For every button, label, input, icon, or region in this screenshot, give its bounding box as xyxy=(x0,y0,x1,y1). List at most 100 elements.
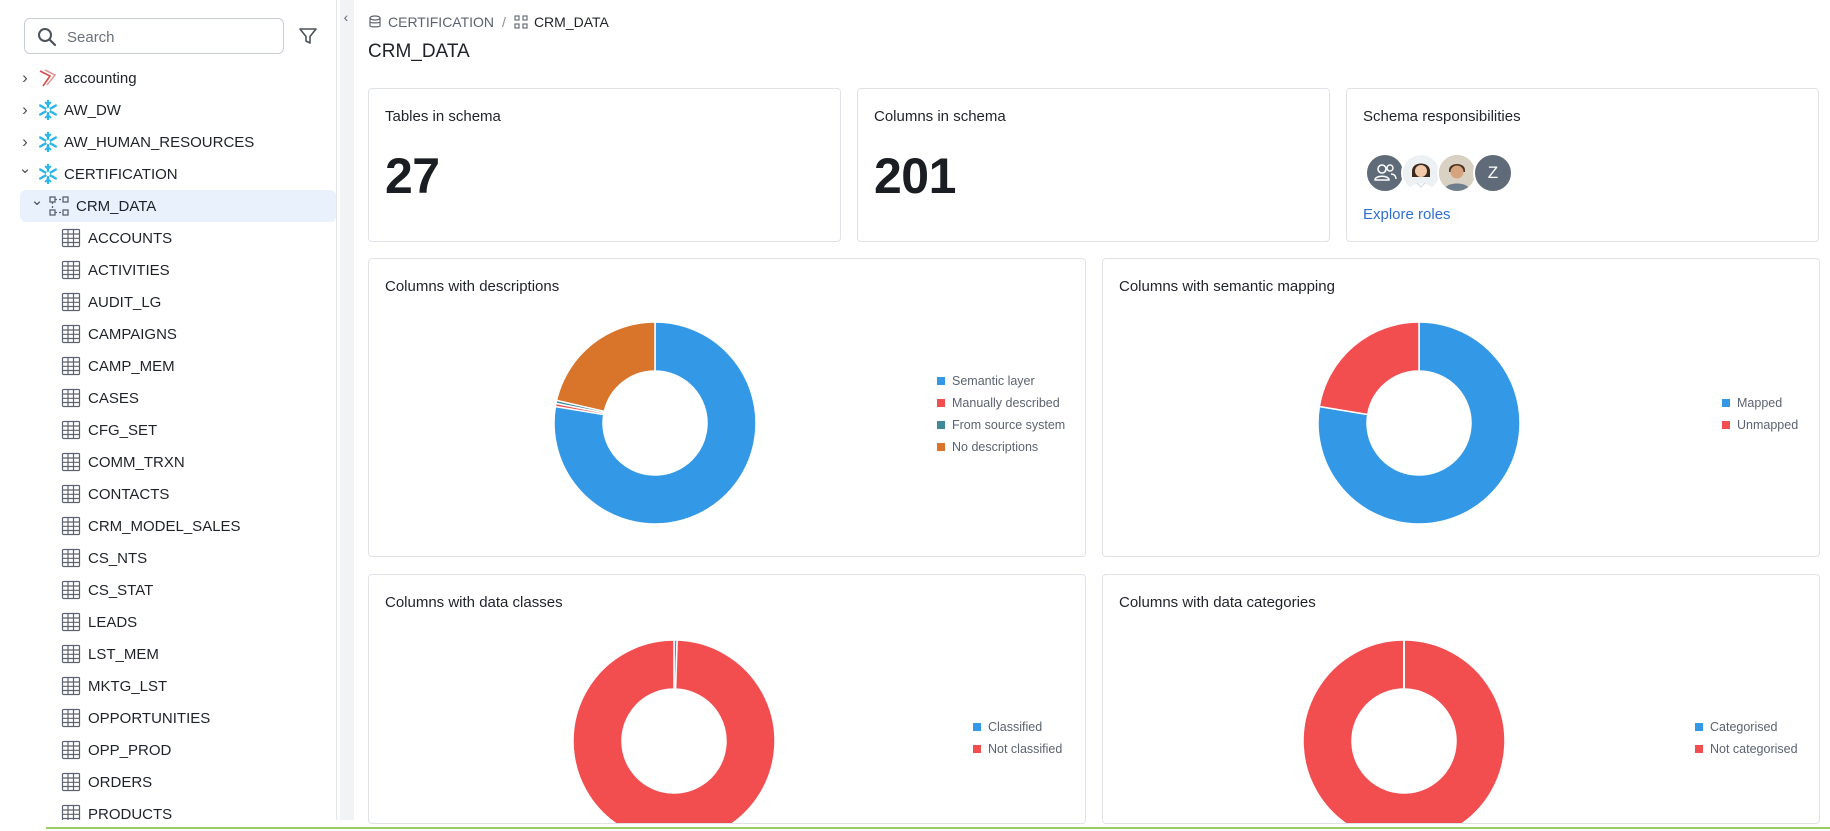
tree-item-certification[interactable]: ⌄ CERTIFICATION xyxy=(0,158,336,190)
table-icon xyxy=(61,612,81,632)
tree-item-table[interactable]: ORDERS xyxy=(0,766,336,798)
tree-item-accounting[interactable]: › accounting xyxy=(0,62,336,94)
tree-item-table[interactable]: CRM_MODEL_SALES xyxy=(0,510,336,542)
sidebar-resize-gutter[interactable] xyxy=(340,0,354,820)
legend-item[interactable]: Not classified xyxy=(973,738,1062,760)
main-content: CERTIFICATION / CRM_DATA CRM_DATA Tables… xyxy=(368,0,1820,824)
slice-semantic-layer[interactable] xyxy=(553,321,757,525)
chart-title: Columns with data classes xyxy=(385,594,563,611)
chart-title: Columns with semantic mapping xyxy=(1119,278,1335,295)
card-title: Tables in schema xyxy=(385,108,501,125)
user-initial-avatar[interactable]: Z xyxy=(1473,153,1513,193)
breadcrumb-separator: / xyxy=(502,14,506,30)
tree-item-table[interactable]: ACTIVITIES xyxy=(0,254,336,286)
chevron-right-icon[interactable]: › xyxy=(22,132,28,151)
tree-item-table[interactable]: CS_STAT xyxy=(0,574,336,606)
search-row xyxy=(24,18,340,54)
tree-item-table[interactable]: CS_NTS xyxy=(0,542,336,574)
tree-item-label: LST_MEM xyxy=(88,646,159,663)
chevron-right-icon[interactable]: › xyxy=(22,100,28,119)
table-icon xyxy=(61,644,81,664)
slice-no-descriptions[interactable] xyxy=(555,321,656,413)
table-icon xyxy=(61,324,81,344)
tree-item-table[interactable]: CONTACTS xyxy=(0,478,336,510)
legend-item[interactable]: Mapped xyxy=(1722,392,1798,414)
table-icon xyxy=(61,228,81,248)
slice-mapped[interactable] xyxy=(1317,321,1521,525)
chart-title: Columns with descriptions xyxy=(385,278,560,295)
tree-item-table[interactable]: MKTG_LST xyxy=(0,670,336,702)
tree-item-aw-human-resources[interactable]: › AW_HUMAN_RESOURCES xyxy=(0,126,336,158)
legend-swatch xyxy=(973,745,981,753)
search-box[interactable] xyxy=(24,18,284,54)
user-avatar[interactable] xyxy=(1437,153,1477,193)
legend-item[interactable]: From source system xyxy=(937,414,1065,436)
tree-item-label: CRM_DATA xyxy=(76,198,157,215)
tree-item-table[interactable]: COMM_TRXN xyxy=(0,446,336,478)
tree-item-table[interactable]: CAMP_MEM xyxy=(0,350,336,382)
chart-title: Columns with data categories xyxy=(1119,594,1316,611)
tree: › accounting › AW_DW › AW_HUMAN_RESOURCES ⌄ CER… xyxy=(0,62,336,820)
bottom-progress-line xyxy=(46,827,1830,829)
snowflake-icon xyxy=(37,131,59,153)
tree-item-crm-data[interactable]: ⌄ CRM_DATA xyxy=(20,190,336,222)
table-icon xyxy=(61,484,81,504)
tree-item-table[interactable]: LEADS xyxy=(0,606,336,638)
legend-item[interactable]: Not categorised xyxy=(1695,738,1798,760)
tables-in-schema-card: Tables in schema 27 xyxy=(368,88,841,242)
legend-item[interactable]: Manually described xyxy=(937,392,1065,414)
table-icon xyxy=(61,292,81,312)
search-input[interactable] xyxy=(67,25,267,49)
tree-item-table[interactable]: LST_MEM xyxy=(0,638,336,670)
legend-label: Semantic layer xyxy=(952,374,1035,388)
legend-item[interactable]: Unmapped xyxy=(1722,414,1798,436)
sidebar: › accounting › AW_DW › AW_HUMAN_RESOURCES ⌄ CER… xyxy=(0,0,340,820)
explore-roles-link[interactable]: Explore roles xyxy=(1363,206,1451,223)
user-avatar[interactable] xyxy=(1401,153,1441,193)
legend-item[interactable]: No descriptions xyxy=(937,436,1065,458)
tree-item-table[interactable]: CASES xyxy=(0,382,336,414)
chevron-down-icon[interactable]: ⌄ xyxy=(30,192,44,209)
donut-chart xyxy=(572,639,776,824)
tree-item-label: LEADS xyxy=(88,614,138,631)
legend-swatch xyxy=(1695,723,1703,731)
tree-item-table[interactable]: PRODUCTS xyxy=(0,798,336,820)
tree-item-table[interactable]: CAMPAIGNS xyxy=(0,318,336,350)
database-icon xyxy=(369,15,381,28)
collapse-sidebar-icon[interactable]: ‹ xyxy=(343,9,349,25)
tree-item-aw-dw[interactable]: › AW_DW xyxy=(0,94,336,126)
table-icon xyxy=(61,260,81,280)
group-avatar[interactable] xyxy=(1365,153,1405,193)
table-icon xyxy=(61,708,81,728)
legend-item[interactable]: Semantic layer xyxy=(937,370,1065,392)
snowflake-icon xyxy=(37,163,59,185)
chevron-down-icon[interactable]: ⌄ xyxy=(18,160,32,177)
card-title: Columns in schema xyxy=(874,108,1006,125)
chevron-right-icon[interactable]: › xyxy=(22,68,28,87)
tree-item-table[interactable]: OPPORTUNITIES xyxy=(0,702,336,734)
slice-not-categorised[interactable] xyxy=(1302,639,1506,824)
schema-responsibilities-card: Schema responsibilities xyxy=(1346,88,1819,242)
snowflake-icon xyxy=(37,99,59,121)
tree-item-table[interactable]: ACCOUNTS xyxy=(0,222,336,254)
chart-legend: Mapped Unmapped xyxy=(1722,392,1798,436)
tree-item-table[interactable]: CFG_SET xyxy=(0,414,336,446)
legend-item[interactable]: Categorised xyxy=(1695,716,1798,738)
descriptions-chart-card: Columns with descriptions Semantic layer… xyxy=(368,258,1086,557)
page-title: CRM_DATA xyxy=(368,41,470,62)
breadcrumb: CERTIFICATION / CRM_DATA xyxy=(368,12,609,32)
tree-item-label: ACCOUNTS xyxy=(88,230,173,247)
breadcrumb-parent[interactable]: CERTIFICATION xyxy=(388,14,495,30)
tree-item-label: accounting xyxy=(64,70,137,87)
filter-icon[interactable] xyxy=(296,24,320,48)
tree-item-label: OPPORTUNITIES xyxy=(88,710,211,727)
donut-chart xyxy=(553,321,757,525)
tree-item-table[interactable]: AUDIT_LG xyxy=(0,286,336,318)
slice-unmapped[interactable] xyxy=(1318,321,1420,416)
legend-item[interactable]: Classified xyxy=(973,716,1062,738)
slice-not-classified[interactable] xyxy=(572,639,776,824)
sidebar-divider xyxy=(336,0,337,820)
tree-item-label: CRM_MODEL_SALES xyxy=(88,518,241,535)
legend-label: Categorised xyxy=(1710,720,1778,734)
tree-item-table[interactable]: OPP_PROD xyxy=(0,734,336,766)
